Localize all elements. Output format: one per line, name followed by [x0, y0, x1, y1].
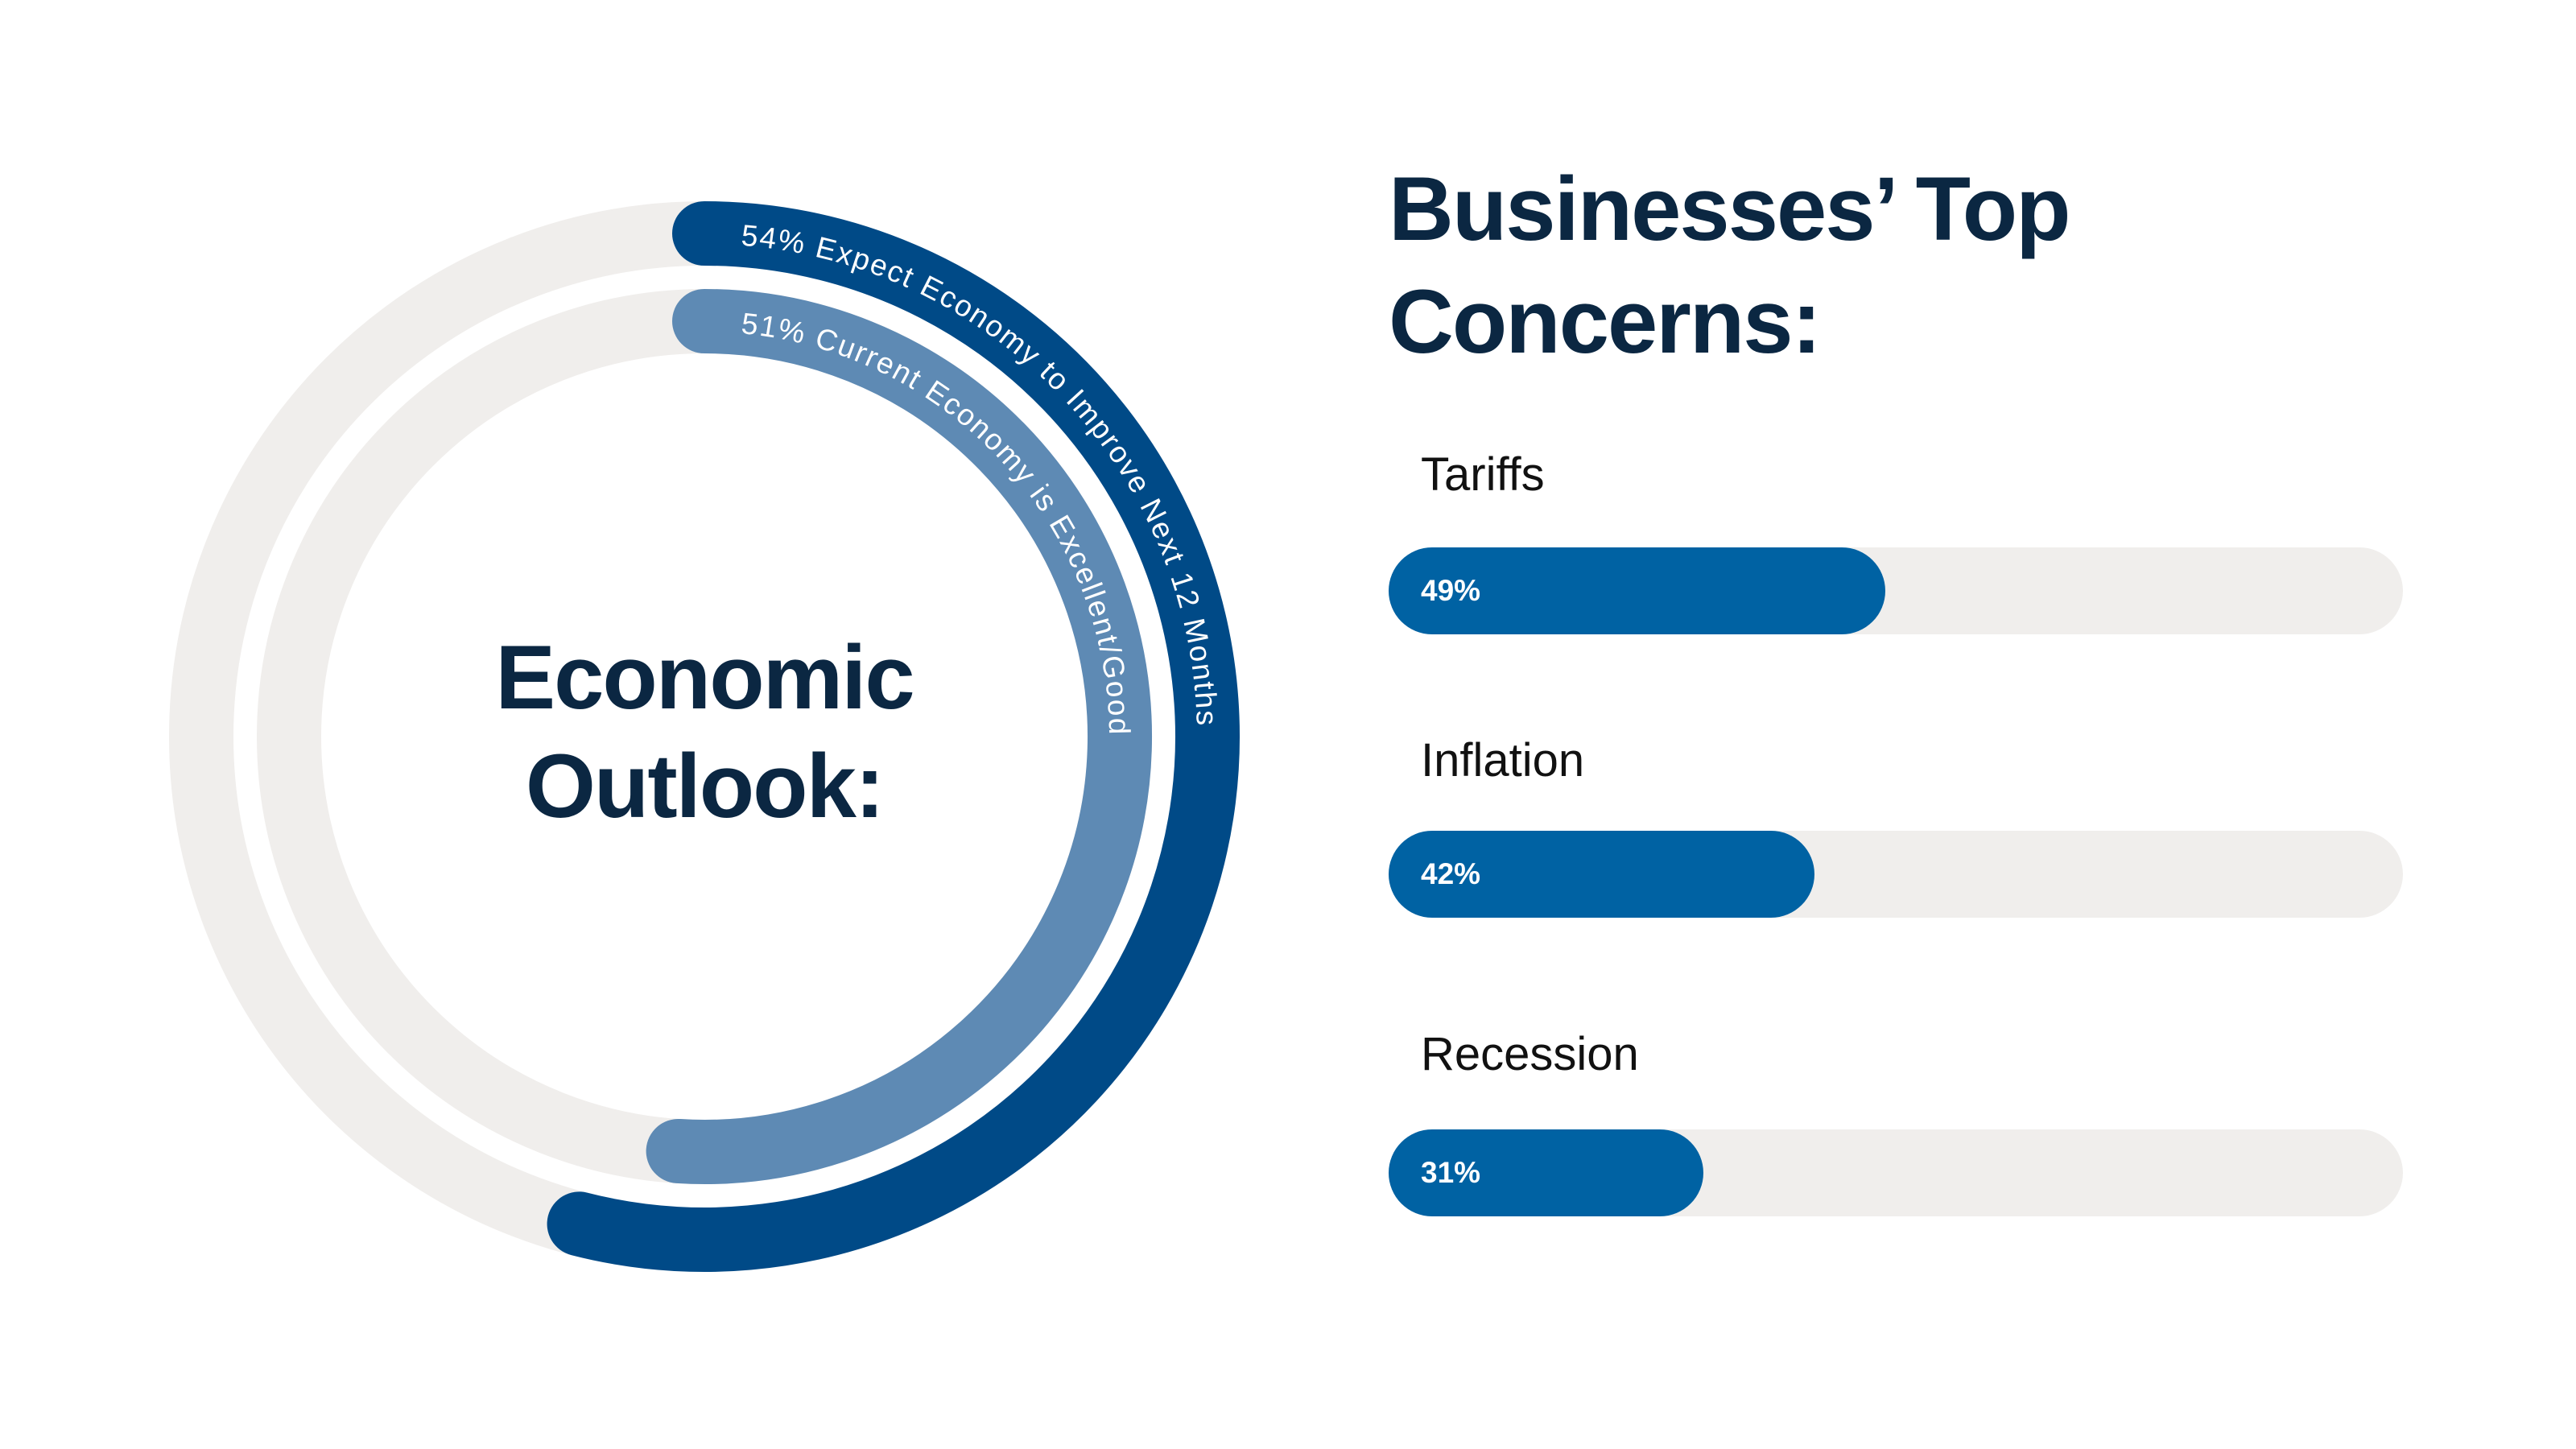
ring-center-title-line-2: Outlook:	[526, 736, 883, 836]
concern-row-recession: Recession 31%	[1389, 1026, 2403, 1236]
concern-label: Tariffs	[1421, 448, 1545, 501]
concerns-title: Businesses’ Top Concerns:	[1389, 153, 2435, 378]
outer-ring-value-arc	[547, 201, 1240, 1272]
top-concerns-panel: Businesses’ Top Concerns: Tariffs 49% In…	[1389, 153, 2435, 1296]
bar-value-label: 31%	[1421, 1156, 1481, 1189]
concern-row-inflation: Inflation 42%	[1389, 733, 2403, 942]
concern-label: Recession	[1421, 1028, 1639, 1080]
concerns-title-line-2: Concerns:	[1389, 271, 1822, 372]
bar-track: 31%	[1389, 1129, 2403, 1216]
concern-row-tariffs: Tariffs 49%	[1389, 447, 2403, 656]
concerns-title-line-1: Businesses’ Top	[1389, 159, 2071, 259]
bar-fill: 31%	[1389, 1129, 1703, 1216]
bar-fill: 42%	[1389, 831, 1814, 918]
bar-value-label: 49%	[1421, 574, 1481, 607]
inner-ring-value-arc	[646, 289, 1153, 1184]
ring-center-title-line-1: Economic	[495, 627, 913, 728]
bar-fill: 49%	[1389, 547, 1885, 634]
economic-outlook-ring-chart: 54% Expect Economy to Improve Next 12 Mo…	[169, 201, 1240, 1272]
bar-track: 42%	[1389, 831, 2403, 918]
concern-label: Inflation	[1421, 734, 1585, 786]
bar-value-label: 42%	[1421, 857, 1481, 890]
bar-track: 49%	[1389, 547, 2403, 634]
